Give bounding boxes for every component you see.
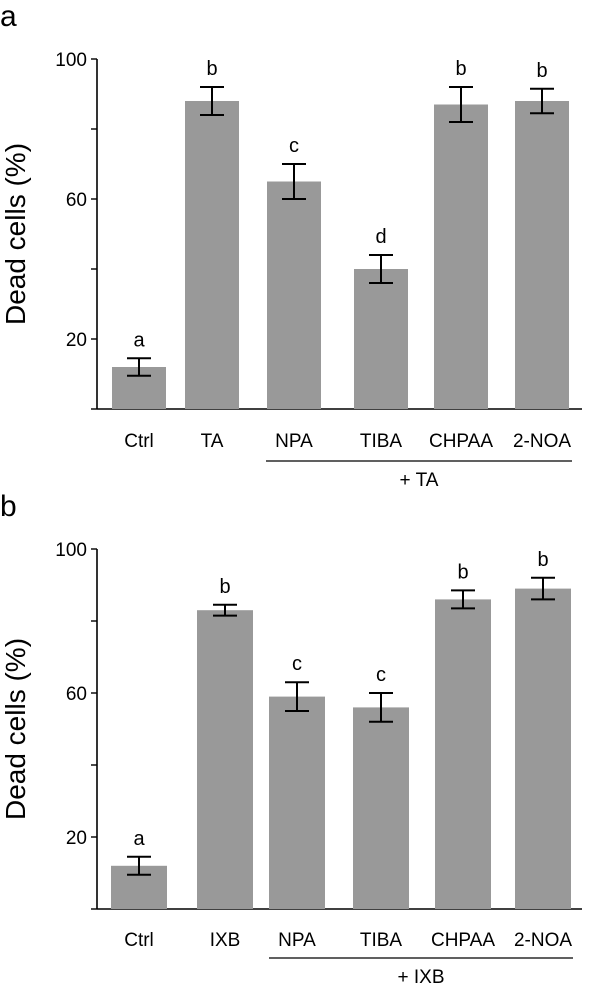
y-tick-label: 60 bbox=[66, 684, 87, 705]
significance-letter: b bbox=[457, 561, 468, 583]
x-tick-label: IXB bbox=[210, 930, 241, 951]
y-tick-label: 60 bbox=[66, 190, 87, 211]
x-tick-label: 2-NOA bbox=[513, 431, 571, 452]
x-tick-label: TIBA bbox=[360, 431, 403, 452]
significance-letter: a bbox=[133, 329, 145, 351]
panel-letter: b bbox=[0, 490, 17, 523]
bar bbox=[515, 588, 571, 909]
chart-panel-b: b Dead cells (%) 20 60 100 a Ctrl b IXB c NPA c TIBA… bbox=[0, 490, 582, 986]
significance-letter: a bbox=[133, 828, 145, 850]
x-tick-label: Ctrl bbox=[124, 930, 154, 951]
chart-panel-a: a Dead cells (%) 20 60 100 a Ctrl b TA c NPA d TIBA b… bbox=[0, 0, 582, 490]
x-tick-label: CHPAA bbox=[429, 431, 493, 452]
bar bbox=[354, 269, 408, 409]
x-tick-label: TA bbox=[201, 431, 224, 452]
y-tick-label: 20 bbox=[66, 330, 87, 351]
x-tick-label: TIBA bbox=[360, 930, 403, 951]
x-tick-label: 2-NOA bbox=[514, 930, 572, 951]
panel-letter: a bbox=[0, 0, 17, 33]
significance-letter: b bbox=[536, 60, 547, 82]
x-tick-label: Ctrl bbox=[124, 431, 154, 452]
significance-letter: b bbox=[537, 549, 548, 571]
significance-letter: b bbox=[219, 576, 230, 598]
group-label: + TA bbox=[400, 470, 439, 490]
significance-letter: d bbox=[375, 226, 386, 248]
significance-letter: b bbox=[455, 58, 466, 80]
bar bbox=[267, 181, 321, 409]
significance-letter: b bbox=[206, 58, 217, 80]
y-tick-label: 100 bbox=[55, 540, 87, 561]
bar bbox=[269, 696, 325, 909]
group-label: + IXB bbox=[398, 967, 445, 986]
bar bbox=[515, 101, 569, 409]
significance-letter: c bbox=[376, 664, 386, 686]
bar bbox=[353, 707, 409, 909]
y-axis-label: Dead cells (%) bbox=[0, 638, 31, 820]
bar bbox=[185, 101, 239, 409]
x-tick-label: NPA bbox=[278, 930, 316, 951]
bar bbox=[435, 599, 491, 909]
significance-letter: c bbox=[292, 653, 302, 675]
bar bbox=[197, 610, 253, 909]
y-tick-label: 20 bbox=[66, 828, 87, 849]
y-tick-label: 100 bbox=[55, 50, 87, 71]
y-axis-label: Dead cells (%) bbox=[0, 143, 31, 325]
x-tick-label: CHPAA bbox=[431, 930, 495, 951]
bar bbox=[434, 104, 488, 409]
significance-letter: c bbox=[289, 135, 299, 157]
x-tick-label: NPA bbox=[275, 431, 313, 452]
